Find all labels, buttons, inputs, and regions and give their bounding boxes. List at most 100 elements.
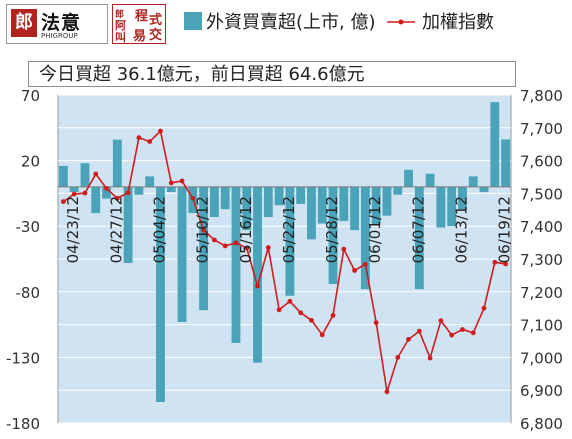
x-tick-label: 06/13/12 bbox=[452, 196, 470, 263]
right-tick-label: 7,700 bbox=[520, 120, 563, 138]
index-point bbox=[309, 317, 314, 323]
index-point bbox=[104, 186, 109, 191]
index-point bbox=[298, 310, 304, 316]
left-tick-label: 20 bbox=[21, 153, 40, 171]
index-point bbox=[60, 199, 66, 205]
index-point bbox=[93, 171, 99, 177]
bar bbox=[263, 186, 273, 218]
bar bbox=[468, 176, 478, 187]
legend-bar-label: 外資買賣超(上市, 億) bbox=[206, 12, 376, 33]
index-point bbox=[319, 332, 325, 338]
program-trading-seal-logo: 郎 程 式 阿 交 叫 易 bbox=[112, 4, 166, 44]
seal-char: 郎 bbox=[115, 10, 125, 20]
bar bbox=[339, 186, 349, 221]
bar bbox=[360, 186, 370, 290]
right-tick-label: 6,900 bbox=[520, 382, 563, 400]
right-tick-label: 7,500 bbox=[520, 185, 563, 203]
index-point bbox=[265, 245, 271, 250]
bar bbox=[209, 186, 219, 218]
x-tick-label: 04/23/12 bbox=[64, 196, 82, 263]
seal-char: 易 bbox=[133, 29, 147, 44]
left-tick-label: -130 bbox=[6, 349, 40, 367]
index-point bbox=[449, 332, 455, 338]
bar bbox=[134, 186, 144, 195]
bar bbox=[382, 186, 392, 216]
subtitle: 今日買超 36.1億元，前日買超 64.6億元 bbox=[28, 61, 516, 87]
x-tick-label: 06/01/12 bbox=[366, 196, 384, 263]
index-point bbox=[481, 305, 487, 311]
bar bbox=[436, 186, 446, 228]
bar bbox=[199, 186, 209, 311]
index-point bbox=[190, 195, 196, 201]
bar bbox=[145, 176, 155, 187]
index-point bbox=[201, 227, 207, 233]
legend-line-marker bbox=[398, 19, 404, 25]
bar bbox=[371, 186, 381, 225]
left-axis: 70 20 -30 -80 -130 -180 bbox=[6, 87, 40, 433]
index-point bbox=[244, 245, 250, 251]
bar bbox=[231, 186, 241, 343]
right-tick-label: 7,100 bbox=[520, 317, 563, 335]
logo-text: 法意 bbox=[41, 12, 82, 34]
bar bbox=[123, 186, 133, 263]
right-tick-label: 6,800 bbox=[520, 415, 563, 433]
bar bbox=[350, 186, 360, 231]
seal-char: 式 bbox=[149, 13, 163, 28]
bar bbox=[296, 186, 306, 204]
right-tick-label: 7,600 bbox=[520, 153, 563, 171]
index-point bbox=[438, 318, 444, 324]
index-point bbox=[352, 268, 358, 273]
x-tick-label: 05/22/12 bbox=[280, 196, 298, 263]
bar bbox=[317, 186, 327, 224]
index-point bbox=[136, 135, 142, 141]
x-tick-label: 06/07/12 bbox=[409, 196, 427, 263]
x-tick-label: 04/27/12 bbox=[107, 196, 125, 263]
index-point bbox=[362, 261, 368, 267]
bar bbox=[220, 186, 230, 210]
gridlines bbox=[58, 94, 511, 424]
index-point bbox=[395, 355, 401, 360]
bar bbox=[156, 186, 165, 403]
x-tick-label: 05/10/12 bbox=[194, 196, 212, 263]
bar bbox=[285, 186, 295, 296]
bar bbox=[414, 186, 424, 290]
index-point bbox=[427, 355, 433, 361]
logo-mark: 郎 bbox=[11, 9, 37, 37]
bar bbox=[166, 186, 176, 193]
bar bbox=[328, 186, 338, 284]
left-tick-label: -80 bbox=[16, 284, 41, 302]
index-point bbox=[373, 320, 379, 326]
right-tick-label: 7,400 bbox=[520, 218, 563, 236]
index-point bbox=[158, 128, 163, 134]
bar bbox=[242, 186, 252, 231]
bar bbox=[58, 165, 68, 187]
index-line bbox=[62, 129, 506, 393]
index-point bbox=[168, 180, 174, 186]
bar bbox=[80, 163, 90, 187]
index-point bbox=[503, 261, 509, 267]
index-point bbox=[114, 195, 120, 201]
bar bbox=[253, 186, 262, 363]
line-series bbox=[60, 128, 509, 395]
index-point bbox=[470, 330, 476, 336]
bar bbox=[404, 169, 413, 187]
bar bbox=[177, 186, 187, 322]
legend-line-label: 加權指數 bbox=[422, 12, 494, 33]
x-tick-label: 05/04/12 bbox=[150, 196, 168, 263]
seal-char: 叫 bbox=[115, 31, 126, 44]
right-tick-label: 7,300 bbox=[520, 251, 563, 269]
index-point bbox=[211, 237, 217, 243]
x-axis: 04/23/12 04/27/12 05/04/12 05/10/12 05/16/12… bbox=[64, 196, 513, 263]
index-point bbox=[341, 246, 347, 252]
bar bbox=[393, 186, 403, 195]
index-point bbox=[276, 307, 282, 313]
right-tick-label: 7,000 bbox=[520, 349, 563, 367]
left-tick-label: 70 bbox=[21, 87, 40, 105]
index-point bbox=[222, 243, 228, 249]
index-point bbox=[492, 259, 498, 265]
index-point bbox=[71, 191, 77, 197]
bar bbox=[307, 186, 316, 240]
x-tick-label: 05/16/12 bbox=[237, 196, 255, 263]
seal-char: 程 bbox=[135, 9, 149, 24]
